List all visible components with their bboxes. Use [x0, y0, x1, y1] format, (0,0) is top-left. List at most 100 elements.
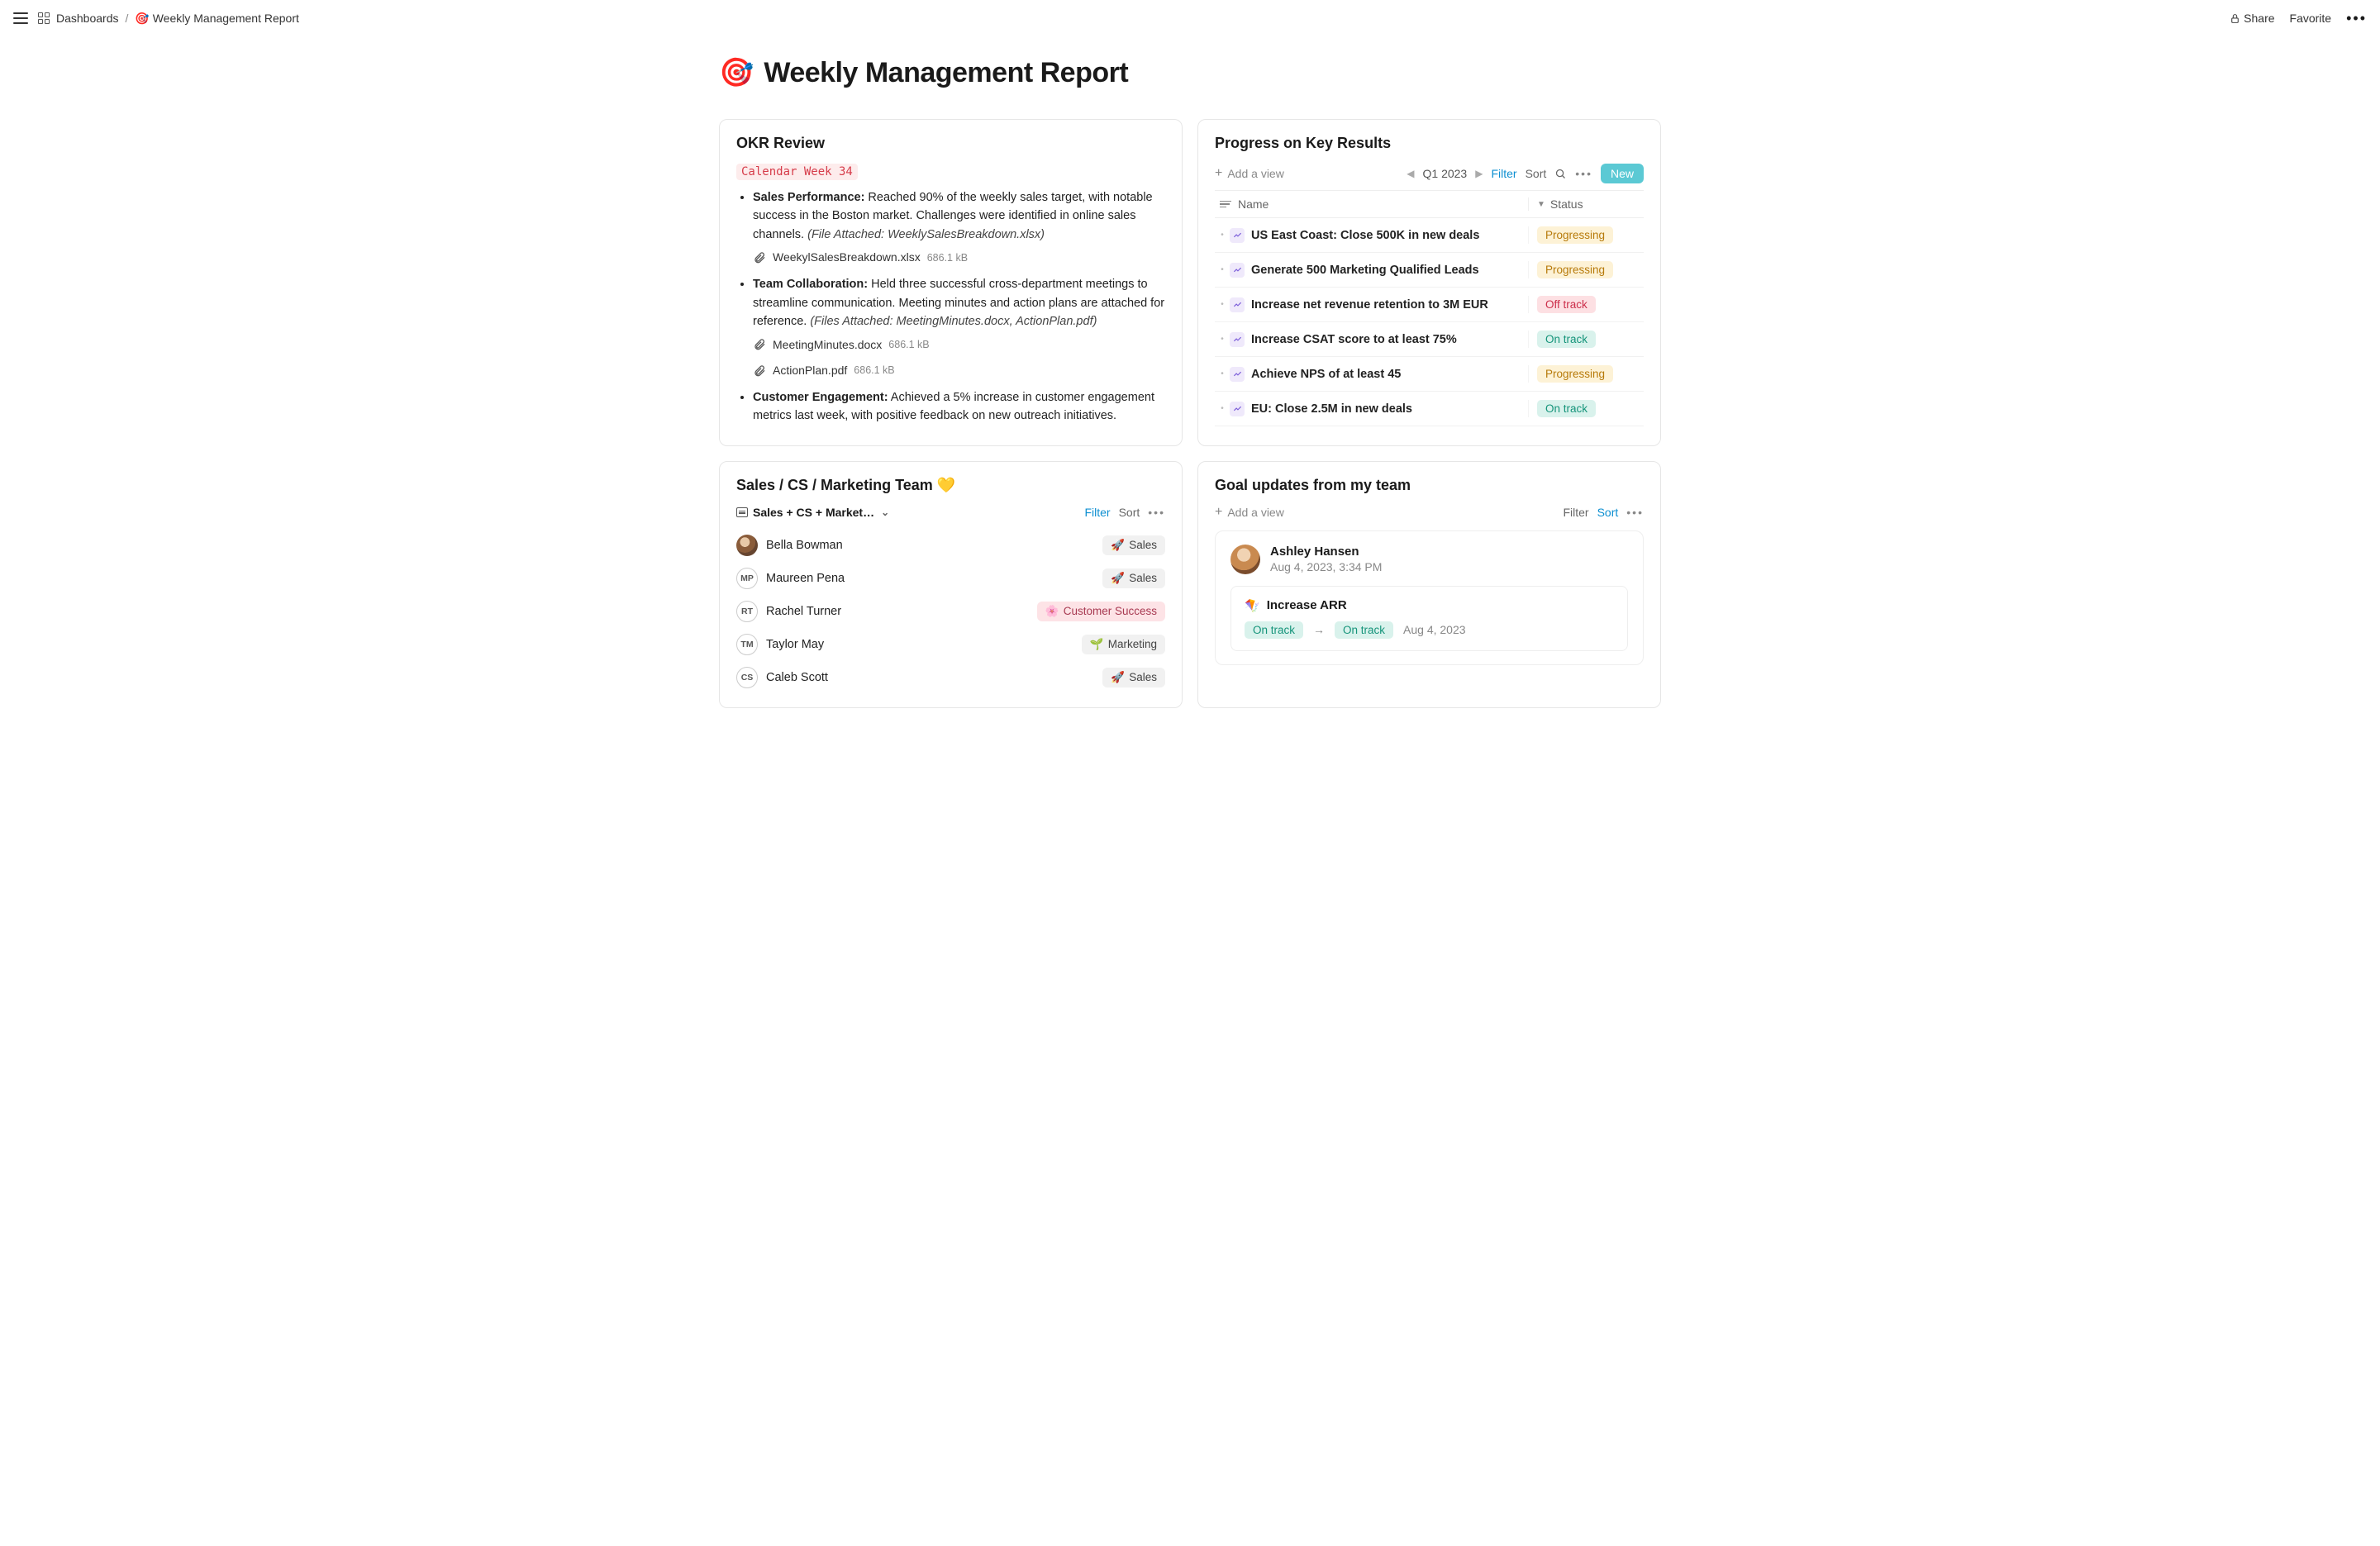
goal-sort-button[interactable]: Sort — [1597, 506, 1619, 519]
page-title: Weekly Management Report — [764, 57, 1128, 89]
goal-more-icon[interactable]: ••• — [1626, 506, 1644, 519]
team-sort-button[interactable]: Sort — [1119, 506, 1140, 519]
list-view-icon — [736, 507, 748, 517]
new-button[interactable]: New — [1601, 164, 1644, 183]
department-pill: 🌸Customer Success — [1037, 602, 1165, 621]
kr-name: EU: Close 2.5M in new deals — [1251, 402, 1528, 416]
attachment-name: ActionPlan.pdf — [773, 362, 847, 380]
breadcrumb-separator: / — [126, 12, 129, 25]
department-pill: 🚀Sales — [1102, 535, 1165, 555]
kr-row[interactable]: •US East Coast: Close 500K in new dealsP… — [1215, 218, 1644, 253]
avatar: RT — [736, 601, 758, 622]
next-quarter-icon[interactable]: ▶ — [1475, 168, 1483, 179]
team-row[interactable]: RT Rachel Turner 🌸Customer Success — [736, 595, 1165, 628]
share-label: Share — [2244, 12, 2274, 25]
department-pill: 🚀Sales — [1102, 668, 1165, 687]
bullet-icon: • — [1215, 369, 1230, 378]
goal-title: Goal updates from my team — [1215, 477, 1644, 494]
more-menu-icon[interactable]: ••• — [2346, 10, 2367, 27]
okr-item: Sales Performance: Reached 90% of the we… — [753, 188, 1165, 267]
avatar — [736, 535, 758, 556]
chevron-down-icon: ⌄ — [881, 507, 889, 518]
breadcrumb: Dashboards / 🎯 Weekly Management Report — [56, 12, 299, 26]
kr-table-header: Name ▼ Status — [1215, 190, 1644, 218]
chart-icon — [1230, 332, 1245, 347]
dept-emoji-icon: 🌸 — [1045, 605, 1059, 618]
team-row[interactable]: CS Caleb Scott 🚀Sales — [736, 661, 1165, 694]
add-view-button[interactable]: + Add a view — [1215, 167, 1284, 180]
goal-add-view-label: Add a view — [1227, 506, 1283, 519]
dept-emoji-icon: 🚀 — [1111, 539, 1125, 552]
bullet-icon: • — [1215, 231, 1230, 240]
kr-row[interactable]: •Generate 500 Marketing Qualified LeadsP… — [1215, 253, 1644, 288]
view-select[interactable]: Sales + CS + Market… ⌄ — [736, 506, 889, 519]
favorite-button[interactable]: Favorite — [2290, 12, 2332, 25]
goal-update-item[interactable]: Ashley Hansen Aug 4, 2023, 3:34 PM 🪁 Inc… — [1215, 530, 1644, 665]
goal-user-name: Ashley Hansen — [1270, 545, 1382, 559]
prev-quarter-icon[interactable]: ◀ — [1407, 168, 1414, 179]
bullet-icon: • — [1215, 300, 1230, 309]
kr-row[interactable]: • Increase net revenue retention to 3M EU… — [1215, 288, 1644, 322]
status-pill: Progressing — [1537, 226, 1613, 244]
kr-more-icon[interactable]: ••• — [1575, 167, 1592, 180]
kr-filter-button[interactable]: Filter — [1491, 167, 1516, 180]
attachment-name: WeekylSalesBreakdown.xlsx — [773, 249, 921, 267]
kite-icon: 🪁 — [1245, 598, 1260, 613]
goal-filter-button[interactable]: Filter — [1563, 506, 1588, 519]
kr-row[interactable]: •EU: Close 2.5M in new dealsOn track — [1215, 392, 1644, 426]
menu-icon[interactable] — [13, 12, 28, 24]
breadcrumb-current[interactable]: 🎯 Weekly Management Report — [135, 12, 299, 26]
attachment[interactable]: WeekylSalesBreakdown.xlsx686.1 kB — [753, 249, 1165, 267]
kr-sort-button[interactable]: Sort — [1526, 167, 1547, 180]
okr-content: Sales Performance: Reached 90% of the we… — [736, 188, 1165, 426]
okr-title: OKR Review — [736, 135, 1165, 152]
status-from-pill: On track — [1245, 621, 1303, 639]
okr-item: Team Collaboration: Held three successfu… — [753, 275, 1165, 380]
team-row[interactable]: TMTaylor May🌱Marketing — [736, 628, 1165, 661]
avatar: CS — [736, 667, 758, 688]
attachment[interactable]: ActionPlan.pdf686.1 kB — [753, 362, 1165, 380]
kr-row[interactable]: •Increase CSAT score to at least 75%On t… — [1215, 322, 1644, 357]
bullet-icon: • — [1215, 404, 1230, 413]
name-column-icon — [1220, 201, 1231, 208]
breadcrumb-dashboards[interactable]: Dashboards — [56, 12, 119, 25]
add-view-label: Add a view — [1227, 167, 1283, 180]
goal-inner-card: 🪁 Increase ARR On track → On track Aug 4… — [1230, 586, 1628, 651]
attachment[interactable]: MeetingMinutes.docx686.1 kB — [753, 336, 1165, 354]
status-pill: Progressing — [1537, 261, 1613, 278]
bullet-icon: • — [1215, 265, 1230, 274]
member-name: Caleb Scott — [766, 671, 828, 684]
goal-timestamp: Aug 4, 2023, 3:34 PM — [1270, 560, 1382, 573]
avatar — [1230, 545, 1260, 574]
view-select-label: Sales + CS + Market… — [753, 506, 874, 519]
dept-emoji-icon: 🌱 — [1090, 638, 1104, 651]
member-name: Bella Bowman — [766, 539, 843, 552]
page-emoji: 🎯 — [719, 56, 754, 89]
share-button[interactable]: Share — [2230, 12, 2274, 25]
team-row[interactable]: MPMaureen Pena🚀Sales — [736, 562, 1165, 595]
goal-add-view-button[interactable]: + Add a view — [1215, 506, 1284, 519]
dept-emoji-icon: 🚀 — [1111, 671, 1125, 684]
chart-icon — [1230, 402, 1245, 416]
goal-updates-card: Goal updates from my team + Add a view F… — [1197, 461, 1661, 708]
plus-icon: + — [1215, 167, 1222, 180]
bullet-icon: • — [1215, 335, 1230, 344]
kr-name: Increase net revenue retention to 3M EUR — [1251, 298, 1528, 312]
kr-name: Increase CSAT score to at least 75% — [1251, 333, 1528, 346]
status-pill: Progressing — [1537, 365, 1613, 383]
dept-emoji-icon: 🚀 — [1111, 572, 1125, 585]
team-filter-button[interactable]: Filter — [1084, 506, 1110, 519]
quarter-label[interactable]: Q1 2023 — [1423, 167, 1468, 180]
team-more-icon[interactable]: ••• — [1148, 506, 1165, 519]
status-to-pill: On track — [1335, 621, 1393, 639]
dashboards-grid-icon[interactable] — [38, 12, 50, 24]
search-icon[interactable] — [1554, 168, 1567, 180]
kr-row[interactable]: • Achieve NPS of at least 45 Progressing — [1215, 357, 1644, 392]
member-name: Rachel Turner — [766, 605, 841, 618]
status-caret-icon: ▼ — [1537, 200, 1545, 209]
member-name: Taylor May — [766, 638, 824, 651]
chart-icon — [1230, 297, 1245, 312]
member-name: Maureen Pena — [766, 572, 845, 585]
team-row[interactable]: Bella Bowman 🚀Sales — [736, 529, 1165, 562]
kr-name: Achieve NPS of at least 45 — [1251, 368, 1528, 381]
